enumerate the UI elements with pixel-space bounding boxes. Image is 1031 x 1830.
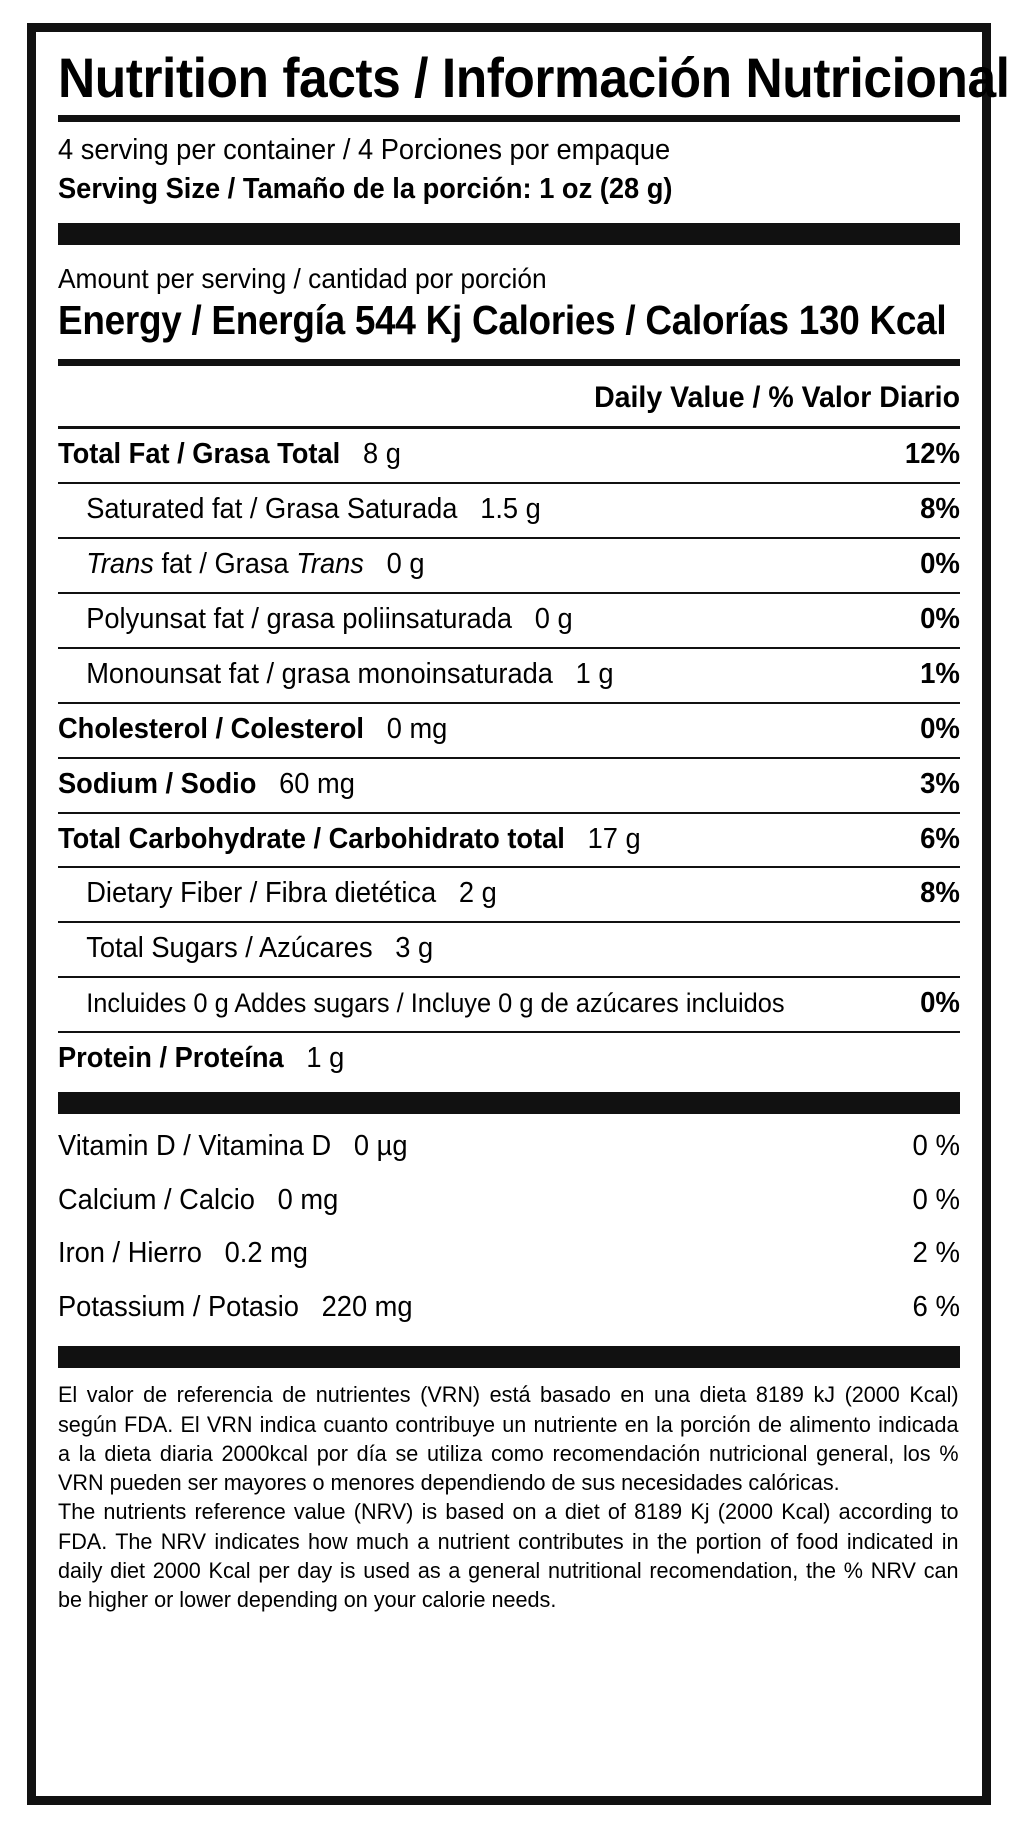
nutrient-label: Incluides 0 g Addes sugars / Incluye 0 g…: [58, 987, 785, 1020]
nutrient-name: Saturated fat / Grasa Saturada: [86, 492, 458, 525]
nutrient-name: Monounsat fat / grasa monoinsaturada: [86, 657, 553, 690]
nutrient-name: Polyunsat fat / grasa poliinsaturada: [86, 602, 513, 635]
row-divider: [58, 921, 960, 924]
page-title: Nutrition facts / Información Nutriciona…: [58, 46, 1010, 109]
nutrient-row: Protein / Proteína 1 g: [58, 1033, 960, 1086]
row-divider: [58, 536, 960, 539]
nutrient-row: Polyunsat fat / grasa poliinsaturada 0 g…: [58, 594, 960, 647]
nutrient-label: Polyunsat fat / grasa poliinsaturada 0 g: [58, 602, 573, 638]
nutrient-amount: 0 g: [363, 547, 425, 580]
nutrient-name: Dietary Fiber / Fibra dietética: [86, 877, 437, 910]
nutrient-name: Cholesterol / Colesterol: [58, 712, 364, 745]
footnote-block: El valor de referencia de nutrientes (VR…: [58, 1368, 959, 1614]
nutrient-label: Sodium / Sodio 60 mg: [58, 767, 355, 803]
nutrient-name: Protein / Proteína: [58, 1042, 284, 1075]
divider-under-title: [58, 115, 960, 123]
row-divider: [58, 756, 960, 759]
nutrient-row: Total Fat / Grasa Total 8 g 12%: [58, 429, 960, 482]
vitamin-label: Vitamin D / Vitamina D 0 µg: [58, 1130, 408, 1163]
amount-per-serving-label: Amount per serving / cantidad por porció…: [58, 262, 547, 294]
label-inner: Nutrition facts / Información Nutriciona…: [36, 32, 1010, 1796]
row-divider: [58, 481, 960, 484]
daily-value-header: Daily Value / % Valor Diario: [594, 380, 960, 414]
vitamin-table: Vitamin D / Vitamina D 0 µg 0 % Calcium / …: [58, 1114, 960, 1340]
nutrient-amount: 60 mg: [256, 767, 355, 800]
nutrient-daily-value: 1%: [920, 657, 960, 690]
nutrient-row: Incluides 0 g Addes sugars / Incluye 0 g…: [58, 978, 960, 1031]
nutrient-row: Cholesterol / Colesterol 0 mg 0%: [58, 704, 960, 757]
servings-per-container: 4 serving per container / 4 Porciones po…: [58, 134, 671, 167]
row-divider: [58, 811, 960, 814]
nutrient-daily-value: 0%: [920, 712, 960, 745]
row-divider: [58, 976, 960, 979]
nutrient-row: Total Sugars / Azúcares 3 g: [58, 923, 960, 976]
nutrient-daily-value: 3%: [920, 767, 960, 800]
energy-calories-line: Energy / Energía 544 Kj Calories / Calor…: [58, 297, 947, 344]
vitamin-row: Calcium / Calcio 0 mg 0 %: [58, 1174, 960, 1228]
vitamin-daily-value: 6 %: [912, 1290, 960, 1323]
nutrient-amount: 1.5 g: [457, 492, 541, 525]
divider-thick-before-footnote: [58, 1346, 960, 1369]
nutrient-label: Total Fat / Grasa Total 8 g: [58, 437, 401, 473]
vitamin-row: Potassium / Potasio 220 mg 6 %: [58, 1281, 960, 1335]
nutrient-daily-value: 8%: [920, 492, 960, 525]
divider-thick-top: [58, 222, 960, 245]
nutrient-label: Dietary Fiber / Fibra dietética 2 g: [58, 876, 497, 912]
row-divider: [58, 866, 960, 869]
nutrient-amount: 8 g: [340, 437, 401, 470]
nutrient-name: Total Sugars / Azúcares: [86, 932, 373, 965]
nutrient-daily-value: 8%: [920, 877, 960, 910]
nutrient-label: Trans fat / Grasa Trans 0 g: [58, 547, 425, 583]
nutrient-amount: 1 g: [283, 1042, 345, 1075]
divider-under-dv-header: [58, 425, 960, 429]
nutrient-row: Trans fat / Grasa Trans 0 g 0%: [58, 539, 960, 592]
nutrient-daily-value: 0%: [920, 547, 960, 580]
nutrient-amount: 3 g: [372, 932, 434, 965]
vitamin-label: Potassium / Potasio 220 mg: [58, 1290, 413, 1323]
vitamin-daily-value: 0 %: [912, 1183, 960, 1216]
nutrient-amount: 17 g: [564, 822, 641, 855]
nutrient-label: Total Sugars / Azúcares 3 g: [58, 931, 433, 967]
divider-thick-before-vitamins: [58, 1092, 960, 1115]
nutrient-row: Total Carbohydrate / Carbohidrato total …: [58, 814, 960, 867]
vitamin-daily-value: 0 %: [912, 1130, 960, 1163]
nutrition-facts-label: Nutrition facts / Información Nutriciona…: [27, 23, 1010, 1805]
nutrient-row: Sodium / Sodio 60 mg 3%: [58, 759, 960, 812]
nutrient-amount: 2 g: [436, 877, 497, 910]
nutrient-name: Incluides 0 g Addes sugars / Incluye 0 g…: [86, 988, 785, 1019]
nutrient-row: Monounsat fat / grasa monoinsaturada 1 g…: [58, 649, 960, 702]
nutrient-amount: 0 g: [512, 602, 573, 635]
vitamin-label: Calcium / Calcio 0 mg: [58, 1183, 339, 1216]
footnote-spanish: El valor de referencia de nutrientes (VR…: [58, 1382, 959, 1496]
nutrient-amount: 1 g: [552, 657, 614, 690]
vitamin-row: Iron / Hierro 0.2 mg 2 %: [58, 1227, 960, 1281]
nutrient-daily-value: 0%: [920, 602, 960, 635]
row-divider: [58, 646, 960, 649]
row-divider: [58, 591, 960, 594]
nutrient-name: Sodium / Sodio: [58, 767, 257, 800]
vitamin-row: Vitamin D / Vitamina D 0 µg 0 %: [58, 1120, 960, 1174]
nutrient-label: Total Carbohydrate / Carbohidrato total …: [58, 822, 641, 858]
nutrient-name: Total Carbohydrate / Carbohidrato total: [58, 822, 565, 855]
row-divider: [58, 701, 960, 704]
vitamin-daily-value: 2 %: [912, 1237, 960, 1270]
serving-size: Serving Size / Tamaño de la porción: 1 o…: [58, 172, 673, 205]
row-divider: [58, 1031, 960, 1034]
nutrient-name: Trans fat / Grasa Trans: [86, 547, 364, 580]
nutrient-label: Cholesterol / Colesterol 0 mg: [58, 712, 447, 748]
nutrient-daily-value: 0%: [920, 987, 960, 1020]
nutrient-table: Total Fat / Grasa Total 8 g 12% Saturated …: [58, 429, 960, 1086]
nutrient-label: Protein / Proteína 1 g: [58, 1041, 344, 1077]
nutrient-amount: 0 mg: [363, 712, 448, 745]
nutrient-row: Dietary Fiber / Fibra dietética 2 g 8%: [58, 868, 960, 921]
nutrient-label: Saturated fat / Grasa Saturada 1.5 g: [58, 492, 541, 528]
divider-under-energy: [58, 358, 960, 366]
nutrient-label: Monounsat fat / grasa monoinsaturada 1 g: [58, 657, 614, 693]
nutrient-daily-value: 6%: [920, 822, 960, 855]
footnote-english: The nutrients reference value (NRV) is b…: [58, 1499, 959, 1613]
vitamin-label: Iron / Hierro 0.2 mg: [58, 1237, 308, 1270]
nutrient-row: Saturated fat / Grasa Saturada 1.5 g 8%: [58, 484, 960, 537]
nutrient-name: Total Fat / Grasa Total: [58, 437, 341, 470]
nutrient-daily-value: 12%: [904, 437, 960, 470]
